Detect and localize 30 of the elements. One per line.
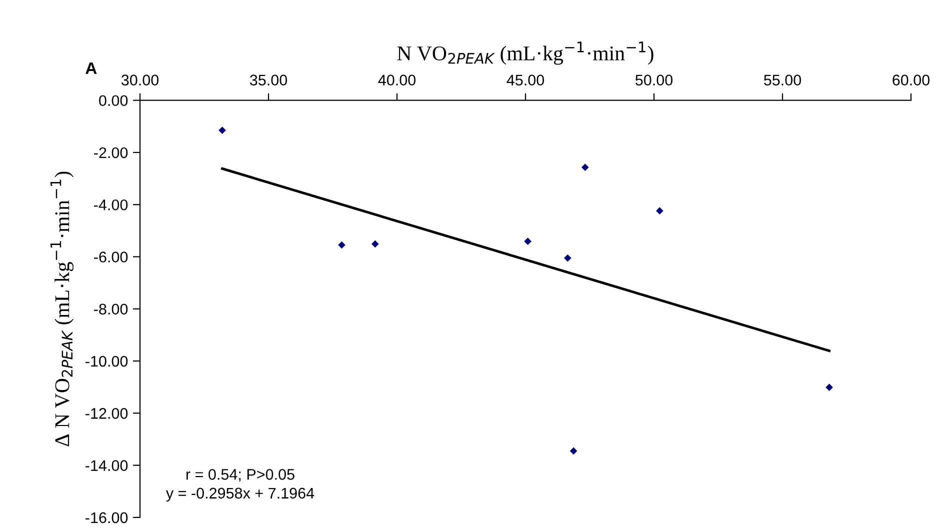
x-tick-label: 35.00 xyxy=(250,74,288,86)
point xyxy=(570,447,578,455)
point xyxy=(656,207,664,215)
chart-title: A xyxy=(86,62,97,74)
y-axis-title: Δ N VO$_{2PEAK}$ (mL·kg$^{−1}$·min$^{−1}$) xyxy=(50,172,74,446)
y-tick-label: -10.00 xyxy=(86,356,128,367)
y-tick-label: -4.00 xyxy=(94,199,128,210)
y-tick-label: 0.00 xyxy=(99,95,128,106)
x-tick-label: 30.00 xyxy=(121,74,159,86)
point xyxy=(826,384,833,392)
point xyxy=(371,240,379,248)
x-axis-title: N VO$_{2PEAK}$ (mL·kg$^{−1}$·min$^{−1}$) xyxy=(397,42,654,65)
y-tick-label: -8.00 xyxy=(94,304,128,315)
y-tick-label: -12.00 xyxy=(86,408,128,419)
point xyxy=(218,126,226,134)
y-tick-label: -14.00 xyxy=(86,460,128,471)
point xyxy=(581,164,589,171)
x-tick-label: 55.00 xyxy=(764,74,802,86)
annotation: y = -0.2958x + 7.1964 xyxy=(166,488,314,502)
annotation: r = 0.54; P>0.05 xyxy=(186,469,294,482)
point xyxy=(338,241,346,249)
point xyxy=(524,238,532,246)
x-tick-label: 50.00 xyxy=(636,74,673,86)
x-tick-label: 40.00 xyxy=(378,74,416,86)
y-tick-label: -16.00 xyxy=(86,512,128,524)
y-tick-label: -6.00 xyxy=(94,252,128,262)
x-tick-label: 45.00 xyxy=(506,74,544,86)
x-tick-label: 60.00 xyxy=(892,74,930,86)
y-tick-label: -2.00 xyxy=(94,147,128,158)
point xyxy=(564,254,572,262)
